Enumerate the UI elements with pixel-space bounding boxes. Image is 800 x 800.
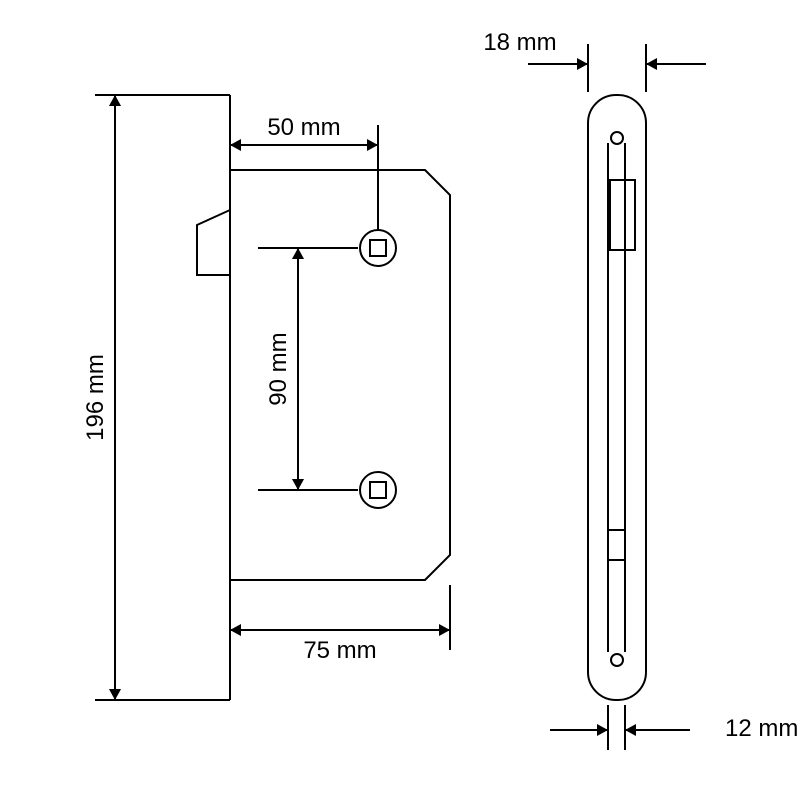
latch-bolt xyxy=(197,210,230,275)
follower-hole xyxy=(360,230,396,266)
keyhole xyxy=(360,472,396,508)
dimension-label: 75 mm xyxy=(303,637,376,664)
dimension-label: 50 mm xyxy=(267,114,340,141)
forend-plate-outline xyxy=(588,95,646,700)
screw-hole-bottom xyxy=(611,654,623,666)
dimension-label: 18 mm xyxy=(483,29,556,56)
technical-drawing: 196 mm 50 mm 90 mm 75 mm 18 mm 12 mm xyxy=(0,0,800,800)
dimension-label: 196 mm xyxy=(82,354,109,441)
dimension-label: 12 mm xyxy=(725,715,798,742)
dimension-label: 90 mm xyxy=(265,332,292,405)
latch-aperture xyxy=(610,180,635,250)
lock-case-outline xyxy=(230,170,450,580)
screw-hole-top xyxy=(611,132,623,144)
